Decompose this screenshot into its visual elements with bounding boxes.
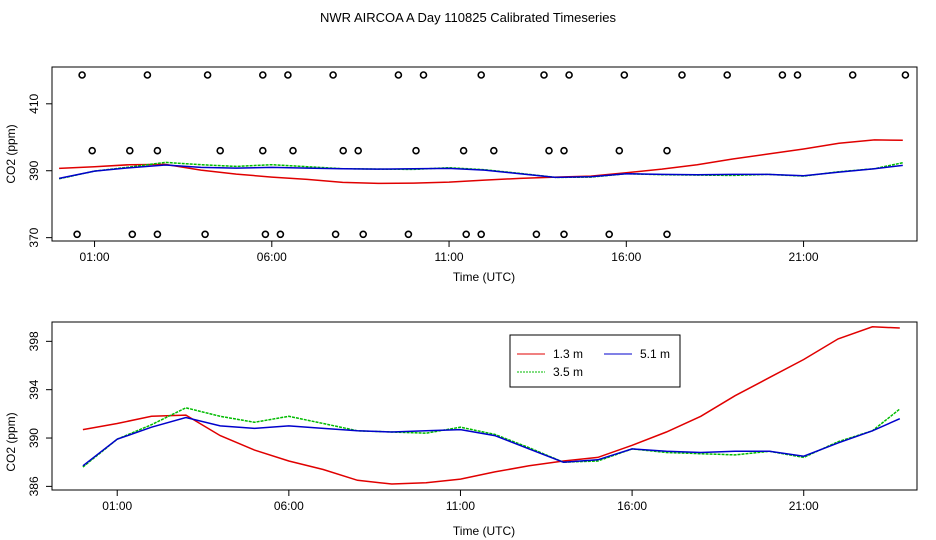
marker-point-bottom-row (73, 230, 81, 239)
x-tick-label: 06:00 (274, 499, 304, 513)
top-markers-group (73, 71, 910, 239)
marker-point-mid-row (663, 146, 671, 155)
series-line-5-1-m (82, 416, 901, 467)
marker-point-bottom-row (128, 230, 137, 239)
x-tick-label: 21:00 (789, 250, 819, 264)
marker-point-top-row (258, 71, 267, 79)
x-tick-label: 11:00 (434, 250, 463, 264)
top-y-axis-label: CO2 (ppm) (4, 124, 18, 183)
series-line-5-1-m (58, 164, 903, 180)
marker-point-mid-row (339, 146, 348, 155)
top-x-axis-label: Time (UTC) (453, 270, 515, 284)
marker-point-mid-row (560, 146, 568, 155)
marker-point-bottom-row (532, 230, 541, 239)
top-y-axis: 370 390 410 (27, 93, 53, 248)
marker-point-mid-row (88, 146, 96, 155)
series-line-1-3-m (82, 326, 900, 485)
marker-point-mid-row (412, 146, 420, 155)
bottom-panel: 01:00 06:00 11:00 16:00 21:00 386 390 394 398 T… (4, 321, 918, 538)
x-tick-label: 21:00 (789, 499, 819, 513)
x-tick-label: 06:00 (257, 250, 287, 264)
marker-point-bottom-row (201, 230, 209, 239)
top-plot-frame (51, 66, 918, 242)
marker-point-top-row (778, 71, 787, 79)
bottom-x-axis-label: Time (UTC) (453, 524, 515, 538)
y-tick-label: 390 (27, 160, 41, 180)
marker-point-top-row (793, 71, 802, 79)
marker-point-bottom-row (404, 230, 413, 239)
bottom-series-group (82, 326, 901, 485)
y-tick-label: 390 (27, 428, 41, 448)
x-tick-label: 01:00 (80, 250, 110, 264)
marker-point-bottom-row (153, 230, 162, 239)
marker-point-bottom-row (560, 230, 568, 239)
marker-point-top-row (848, 71, 857, 79)
marker-point-top-row (477, 71, 486, 79)
marker-point-mid-row (289, 146, 297, 155)
marker-point-mid-row (354, 146, 363, 155)
marker-point-top-row (620, 71, 629, 79)
y-tick-label: 394 (27, 379, 41, 399)
marker-point-mid-row (489, 146, 498, 155)
marker-point-top-row (565, 71, 573, 79)
top-x-axis: 01:00 06:00 11:00 16:00 21:00 (80, 240, 819, 264)
y-tick-label: 410 (27, 93, 41, 113)
top-panel: 01:00 06:00 11:00 16:00 21:00 370 390 410 Time… (4, 66, 918, 284)
marker-point-top-row (78, 71, 86, 79)
legend-box (509, 334, 681, 388)
bottom-x-axis: 01:00 06:00 11:00 16:00 21:00 (102, 489, 819, 513)
marker-point-bottom-row (261, 230, 270, 239)
marker-point-top-row (329, 71, 337, 79)
marker-point-bottom-row (663, 230, 671, 239)
bottom-plot-frame (51, 321, 918, 491)
marker-point-top-row (901, 71, 910, 79)
marker-point-top-row (419, 71, 428, 79)
marker-point-bottom-row (359, 230, 368, 239)
marker-point-top-row (203, 71, 212, 79)
marker-point-top-row (540, 71, 548, 79)
marker-point-top-row (723, 71, 732, 79)
y-tick-label: 386 (27, 476, 41, 496)
legend-label-1-3m: 1.3 m (553, 347, 583, 361)
top-series-group (58, 139, 903, 185)
marker-point-mid-row (258, 146, 267, 155)
marker-point-top-row (284, 71, 292, 79)
marker-point-mid-row (615, 146, 624, 155)
legend-label-5-1m: 5.1 m (640, 347, 670, 361)
series-line-3-5-m (82, 407, 901, 468)
marker-point-mid-row (459, 146, 468, 155)
marker-point-bottom-row (331, 230, 340, 239)
marker-point-mid-row (126, 146, 134, 155)
y-tick-label: 398 (27, 331, 41, 351)
series-line-1-3-m (59, 139, 903, 185)
marker-point-bottom-row (477, 230, 486, 239)
marker-point-bottom-row (276, 230, 285, 239)
marker-point-mid-row (545, 146, 553, 155)
marker-point-bottom-row (462, 230, 471, 239)
marker-point-bottom-row (605, 230, 614, 239)
chart-title: NWR AIRCOA A Day 110825 Calibrated Times… (320, 10, 616, 25)
x-tick-label: 01:00 (102, 499, 132, 513)
legend: 1.3 m 3.5 m 5.1 m (509, 334, 681, 388)
marker-point-mid-row (216, 146, 224, 155)
x-tick-label: 16:00 (611, 250, 641, 264)
marker-point-top-row (394, 71, 403, 79)
legend-label-3-5m: 3.5 m (553, 365, 583, 379)
y-tick-label: 370 (27, 227, 41, 247)
marker-point-mid-row (153, 146, 162, 155)
marker-point-top-row (143, 71, 152, 79)
x-tick-label: 16:00 (617, 499, 647, 513)
marker-point-top-row (678, 71, 686, 79)
x-tick-label: 11:00 (446, 499, 475, 513)
bottom-y-axis: 386 390 394 398 (27, 331, 53, 496)
bottom-y-axis-label: CO2 (ppm) (4, 412, 18, 471)
